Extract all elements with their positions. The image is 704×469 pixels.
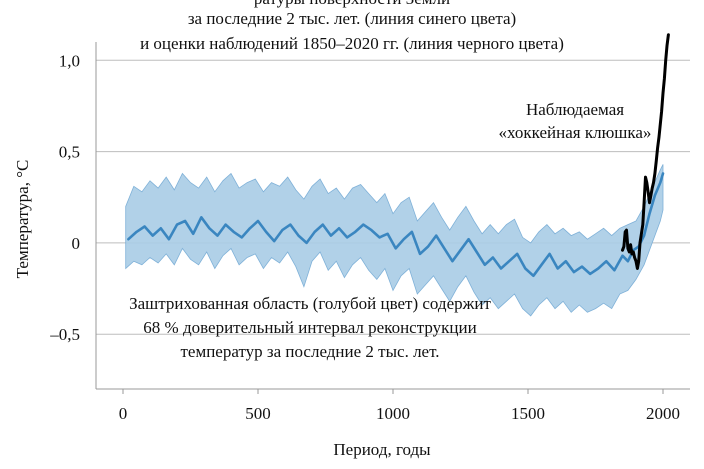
confidence-band-area [125, 164, 664, 317]
chart-title-line-1: ратуры поверхности Земли [0, 0, 704, 9]
y-tick-label-1: 0,5 [59, 143, 80, 162]
band-annotation-line-2: 68 % доверительный интервал реконструкци… [143, 318, 477, 337]
hockey-stick-annotation-line-2: «хоккейная клюшка» [498, 123, 652, 142]
axes [95, 42, 690, 394]
x-axis-label: Период, годы [333, 440, 431, 459]
y-tick-label-2: 0 [72, 234, 81, 253]
y-tick-label-3: –0,5 [49, 325, 80, 344]
x-tick-label-3: 1500 [511, 404, 545, 423]
chart-title-line-3: и оценки наблюдений 1850–2020 гг. (линия… [140, 34, 564, 53]
tick-labels: 1,0 0,5 0 –0,5 0 500 1000 1500 2000 [49, 51, 680, 423]
x-tick-label-4: 2000 [646, 404, 680, 423]
reconstruction-series [127, 172, 665, 278]
x-tick-label-2: 1000 [376, 404, 410, 423]
x-tick-label-1: 500 [245, 404, 271, 423]
y-tick-label-0: 1,0 [59, 51, 80, 70]
reconstruction-line [127, 172, 665, 278]
confidence-band [125, 164, 664, 317]
observations-series [621, 33, 670, 270]
y-axis-label: Температура, °С [13, 160, 32, 279]
chart-title-line-2: за последние 2 тыс. лет. (линия синего ц… [187, 9, 517, 28]
band-annotation-line-1: Заштрихованная область (голубой цвет) со… [129, 294, 491, 313]
hockey-stick-annotation-line-1: Наблюдаемая [525, 100, 625, 119]
x-tick-label-0: 0 [119, 404, 128, 423]
observations-line [621, 33, 670, 270]
band-annotation-line-3: температур за последние 2 тыс. лет. [180, 342, 440, 361]
